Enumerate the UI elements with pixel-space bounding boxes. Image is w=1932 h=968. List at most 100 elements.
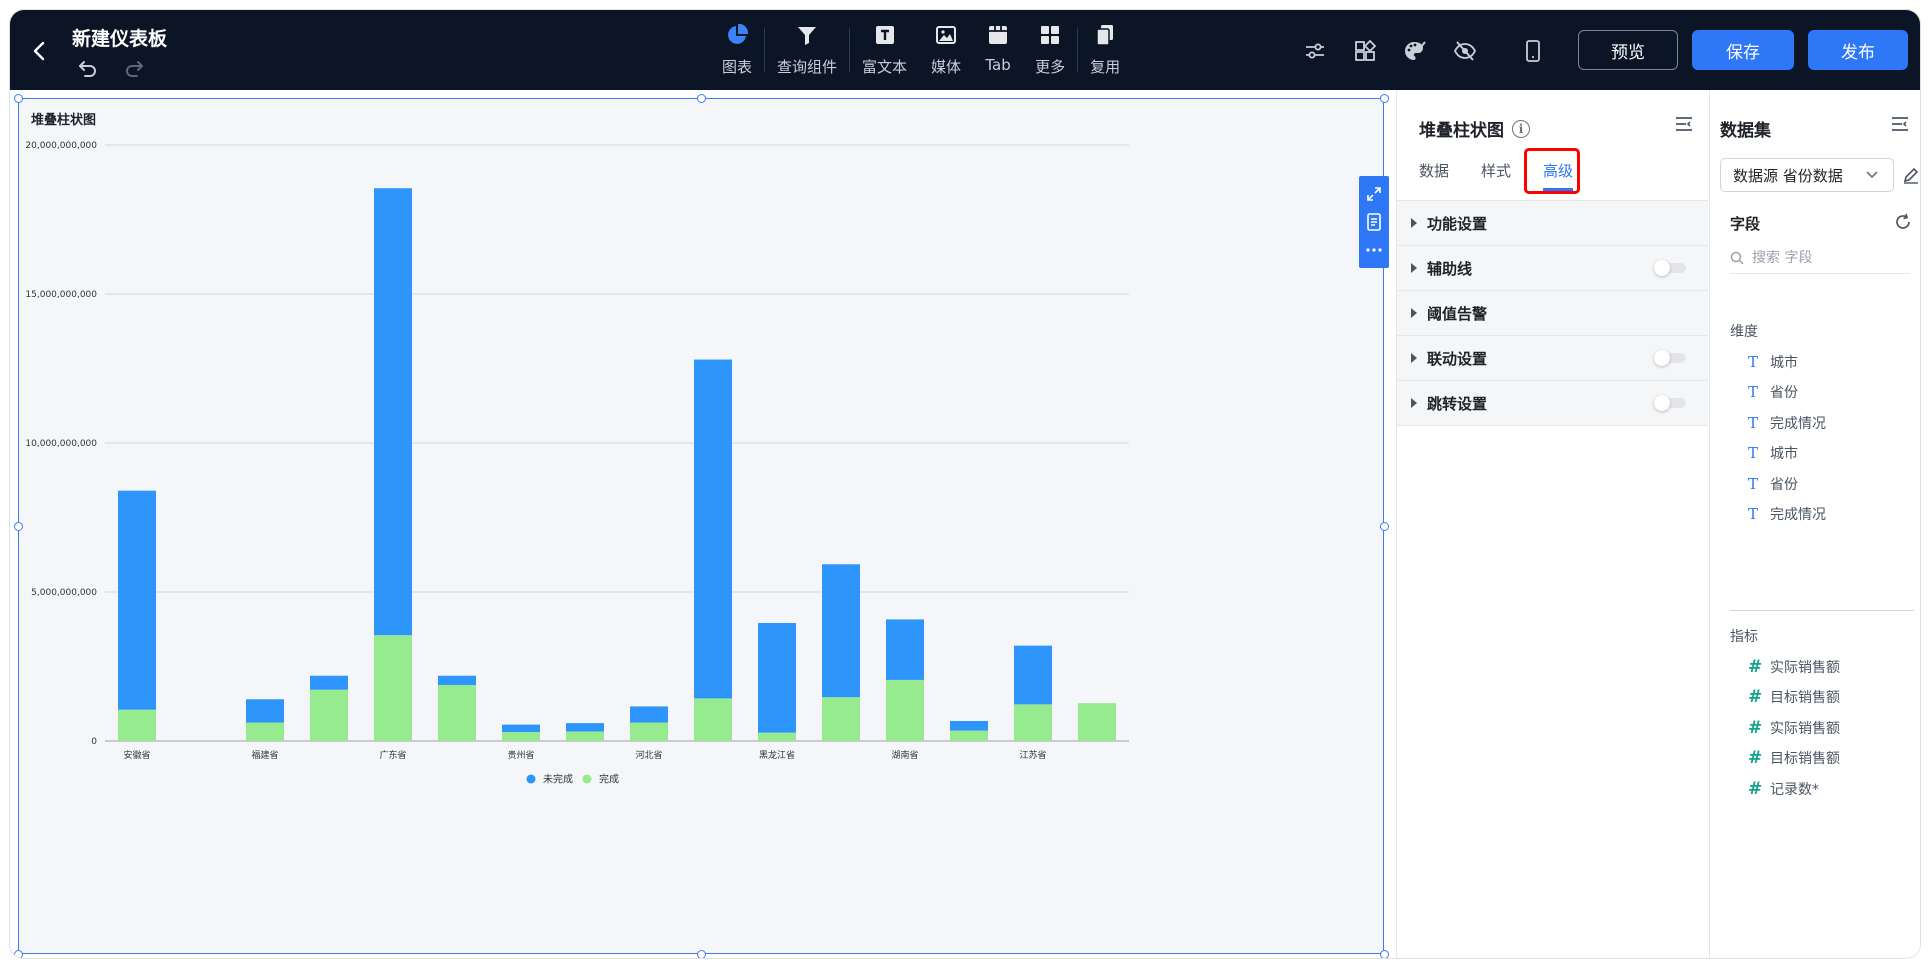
edit-dataset-button[interactable] (1902, 166, 1920, 186)
section-auxiliary-line[interactable]: 辅助线 (1397, 246, 1708, 291)
view-data-button[interactable] (1363, 211, 1385, 233)
linkage-toggle[interactable] (1654, 350, 1686, 366)
resize-handle[interactable] (14, 94, 23, 103)
back-button[interactable] (24, 36, 54, 66)
bar-incomplete (502, 724, 540, 733)
bar-incomplete (1014, 645, 1052, 705)
text-type-icon: T (1748, 505, 1759, 523)
settings-sliders-button[interactable] (1300, 36, 1330, 66)
dashboard-canvas[interactable]: 0 5,000,000,000 10,000,000,000 15,000,000,0… (10, 90, 1395, 958)
metric-field[interactable]: # 目标销售额 (1748, 683, 1840, 711)
dimension-field[interactable]: T 城市 (1748, 439, 1798, 467)
caret-right-icon (1411, 308, 1417, 318)
auxiliary-line-toggle[interactable] (1654, 260, 1686, 276)
save-button[interactable]: 保存 (1692, 30, 1794, 70)
resize-handle[interactable] (697, 94, 706, 103)
y-tick-label: 20,000,000,000 (25, 141, 97, 151)
filter-icon (798, 27, 817, 45)
y-tick-label: 5,000,000,000 (31, 588, 97, 598)
dimension-field[interactable]: T 完成情况 (1748, 409, 1826, 437)
caret-right-icon (1411, 398, 1417, 408)
resize-handle[interactable] (14, 950, 23, 958)
panel-divider (1730, 610, 1914, 611)
dimension-field[interactable]: T 省份 (1748, 470, 1798, 498)
section-linkage-settings[interactable]: 联动设置 (1397, 336, 1708, 381)
hide-button[interactable] (1450, 36, 1480, 66)
tool-tab[interactable]: Tab (973, 22, 1023, 74)
tool-label: 富文本 (862, 58, 908, 76)
layout-button[interactable] (1350, 36, 1380, 66)
tab-style[interactable]: 样式 (1481, 162, 1512, 180)
theme-button[interactable] (1400, 36, 1430, 66)
dimension-field[interactable]: T 省份 (1748, 378, 1798, 406)
tool-chart[interactable]: 图表 (710, 22, 764, 77)
bar-complete (566, 731, 604, 741)
mobile-phone-icon (1526, 40, 1540, 62)
metric-field[interactable]: # 实际销售额 (1748, 714, 1840, 742)
undo-button[interactable] (76, 56, 100, 80)
chart-widget[interactable]: 0 5,000,000,000 10,000,000,000 15,000,000,0… (14, 94, 1389, 958)
resize-handle[interactable] (1380, 522, 1389, 531)
tool-label: 查询组件 (777, 58, 838, 76)
section-threshold-alert[interactable]: 阈值告警 (1397, 291, 1708, 336)
tab-component-icon (989, 26, 1008, 44)
field-search-input[interactable] (1752, 249, 1902, 266)
caret-right-icon (1411, 263, 1417, 273)
resize-handle[interactable] (14, 522, 23, 531)
redo-button[interactable] (122, 56, 146, 80)
bar-complete (630, 722, 668, 741)
search-icon (1730, 251, 1744, 265)
x-tick-label: 贵州省 (507, 749, 534, 761)
redo-icon (126, 61, 143, 77)
text-type-icon: T (1748, 414, 1759, 432)
field-name: 城市 (1770, 355, 1798, 371)
stacked-bar-chart: 0 5,000,000,000 10,000,000,000 15,000,000,0… (25, 141, 1129, 786)
number-type-icon: # (1748, 657, 1763, 677)
metrics-title: 指标 (1730, 629, 1758, 645)
bar-incomplete (630, 706, 668, 723)
section-function-settings[interactable]: 功能设置 (1397, 201, 1708, 246)
info-icon[interactable]: i (1512, 119, 1530, 138)
mobile-view-button[interactable] (1518, 36, 1548, 66)
dataset-select[interactable]: 数据源 省份数据 (1720, 158, 1894, 192)
metric-field[interactable]: # 目标销售额 (1748, 744, 1840, 772)
tool-label: 媒体 (931, 58, 962, 76)
preview-button[interactable]: 预览 (1578, 30, 1678, 70)
field-name: 实际销售额 (1770, 660, 1840, 676)
resize-handle[interactable] (1380, 94, 1389, 103)
tab-data[interactable]: 数据 (1419, 162, 1450, 180)
tool-reuse[interactable]: 复用 (1078, 22, 1132, 77)
jump-toggle[interactable] (1654, 395, 1686, 411)
resize-handle[interactable] (697, 950, 706, 958)
more-actions-button[interactable] (1363, 239, 1385, 261)
document-icon (1367, 213, 1381, 231)
metric-field[interactable]: # 记录数* (1748, 775, 1819, 803)
panel-title-text: 堆叠柱状图 (1419, 121, 1504, 141)
field-search[interactable] (1730, 242, 1910, 274)
metric-field[interactable]: # 实际销售额 (1748, 653, 1840, 681)
bar-complete (118, 709, 156, 741)
text-type-icon: T (1748, 475, 1759, 493)
publish-button[interactable]: 发布 (1808, 30, 1908, 70)
collapse-panel-button[interactable] (1675, 116, 1695, 136)
tool-more[interactable]: 更多 (1023, 22, 1077, 77)
bar-complete (950, 730, 988, 741)
advanced-sections: 功能设置 辅助线 阈值告警 联动设置 跳转设置 (1397, 200, 1708, 426)
top-bar: 新建仪表板 图表 查询组件 富文本 媒体 (10, 10, 1920, 90)
dimension-field[interactable]: T 完成情况 (1748, 500, 1826, 528)
fullscreen-button[interactable] (1363, 183, 1385, 205)
tool-media[interactable]: 媒体 (919, 22, 973, 77)
refresh-fields-button[interactable] (1894, 213, 1912, 231)
section-jump-settings[interactable]: 跳转设置 (1397, 381, 1708, 426)
tool-rich-text[interactable]: 富文本 (850, 22, 919, 77)
x-tick-label: 江苏省 (1019, 749, 1046, 761)
tool-label: Tab (985, 56, 1011, 74)
tab-advanced[interactable]: 高级 (1543, 160, 1574, 191)
dimension-field[interactable]: T 城市 (1748, 348, 1798, 376)
dashboard-title[interactable]: 新建仪表板 (72, 28, 168, 50)
collapse-dataset-button[interactable] (1891, 116, 1911, 136)
resize-handle[interactable] (1380, 950, 1389, 958)
component-toolbar: 图表 查询组件 富文本 媒体 Tab 更多 (710, 22, 1132, 84)
tool-query-component[interactable]: 查询组件 (765, 22, 849, 77)
toolbar-divider (764, 28, 766, 72)
